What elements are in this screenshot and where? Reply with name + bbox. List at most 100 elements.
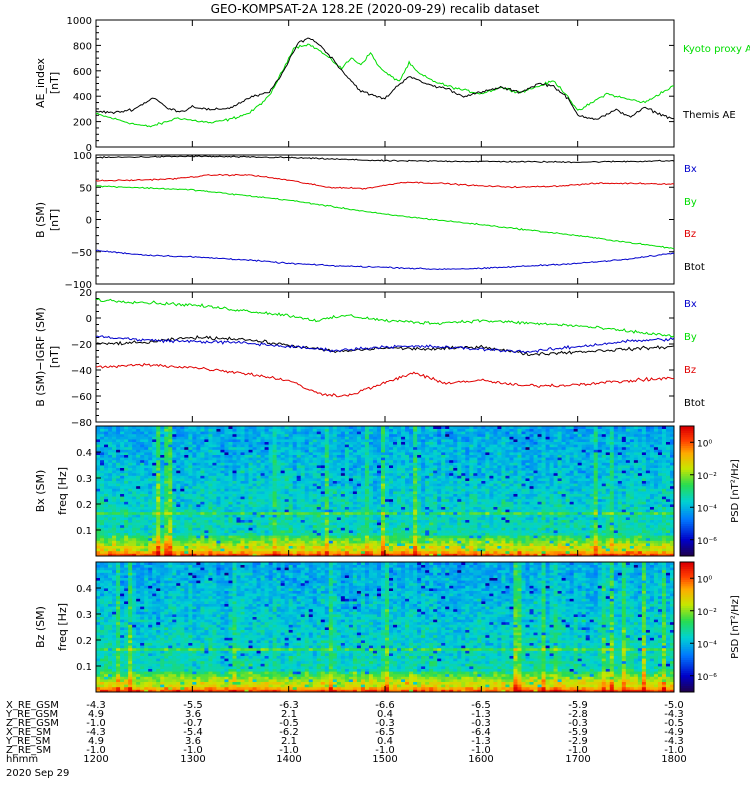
spec1-cell [156, 524, 161, 528]
spec1-cell [593, 488, 599, 492]
spec1-cell [116, 537, 121, 541]
spec1-cell [116, 543, 121, 546]
spec1-cell [240, 532, 245, 536]
spec1-cell [168, 493, 173, 497]
spec1-cell [413, 527, 418, 531]
spec1-cell [316, 491, 322, 494]
spec1-cell [132, 509, 137, 513]
spec1-cell [621, 506, 627, 510]
spec1-cell [397, 472, 402, 476]
spec1-cell [405, 548, 410, 552]
spec1-cell [360, 480, 366, 484]
spec1-cell [336, 496, 342, 500]
spec1-cell [116, 501, 121, 505]
spec1-cell [509, 491, 514, 494]
spec1-cell [573, 498, 579, 502]
spec1-cell [421, 517, 426, 520]
spec1-cell [216, 550, 221, 554]
spec1-cell [156, 540, 161, 544]
spec1-cell [340, 517, 346, 520]
spec1-cell [437, 517, 442, 520]
spec1-cell [100, 504, 105, 507]
spec1-cell [493, 475, 498, 479]
spec1-cell [617, 545, 623, 549]
spec1-cell [485, 517, 490, 520]
spec1-cell [268, 535, 274, 539]
spec1-cell [256, 472, 261, 476]
spec1-cell [324, 491, 330, 494]
spec1-cell [537, 514, 542, 518]
spec1-cell [537, 475, 542, 479]
spec1-cell [252, 467, 257, 471]
spec1-cell [192, 548, 197, 552]
spec1-cell [441, 470, 446, 474]
spec1-cell [136, 532, 141, 536]
spec1-cell [609, 545, 615, 549]
spec1-cell [569, 470, 575, 474]
spec1-cell [421, 545, 426, 549]
spec1-cell [401, 519, 406, 523]
spec1-cell [413, 504, 418, 507]
spec1-cell [521, 543, 526, 546]
spec1-cell [112, 545, 117, 549]
spec1-cell [637, 496, 643, 500]
spec1-cell [429, 511, 434, 515]
spec1-cell [160, 540, 165, 544]
spec1-cell [172, 545, 177, 549]
spec1-cell [421, 470, 426, 474]
spec1-cell [224, 535, 229, 539]
spec1-cell [597, 496, 603, 500]
spec1-cell [493, 545, 498, 549]
spec1-cell [617, 506, 623, 510]
spec1-cell [597, 470, 603, 474]
spec1-cell [192, 553, 197, 557]
spec1-cell [104, 478, 109, 481]
spec1-cell [368, 483, 374, 487]
spec1-cell [328, 504, 334, 507]
spec1-cell [120, 532, 125, 536]
spec1-cell [380, 478, 386, 481]
spec1-cell [633, 478, 639, 481]
spec1-cell [553, 485, 558, 489]
spec1-cell [413, 470, 418, 474]
spec1-cell [240, 519, 245, 523]
spec1-cell [120, 501, 125, 505]
spec1-cell [108, 485, 113, 489]
spec1-cell [461, 519, 466, 523]
spec1-cell [613, 470, 619, 474]
spec1-cell [577, 480, 583, 484]
spec1-cell [304, 470, 310, 474]
spec1-cell [401, 537, 406, 541]
spec1-cell [104, 540, 109, 544]
spec1-cell [501, 517, 506, 520]
spec1-cell [389, 535, 394, 539]
spec1-cell [120, 553, 125, 557]
spec1-cell [376, 550, 382, 554]
spec1-cell [224, 496, 229, 500]
spec1-cell [405, 488, 410, 492]
spec1-cell [621, 522, 627, 526]
spec1-cell [573, 524, 579, 528]
spec1-cell [152, 506, 157, 510]
spec1-cell [605, 545, 611, 549]
spec1-cell [453, 530, 458, 533]
spec1-cell [589, 553, 595, 557]
spec1-cell [152, 545, 157, 549]
spec1-cell [561, 496, 567, 500]
spec1-cell [252, 472, 257, 476]
spec1-cell [356, 496, 362, 500]
spec1-cell [372, 470, 378, 474]
spec1-cell [669, 472, 675, 476]
spec1-cell [637, 485, 643, 489]
spec1-cell [653, 485, 659, 489]
spec1-cell [100, 553, 105, 557]
spec1-cell [256, 496, 261, 500]
spec1-cell [328, 537, 334, 541]
spec1-cell [192, 475, 197, 479]
spec1-cell [401, 514, 406, 518]
spec1-cell [296, 524, 302, 528]
spec1-cell [116, 475, 121, 479]
spec1-cell [292, 527, 298, 531]
spec1-cell [449, 535, 454, 539]
spec1-cell [561, 527, 567, 531]
